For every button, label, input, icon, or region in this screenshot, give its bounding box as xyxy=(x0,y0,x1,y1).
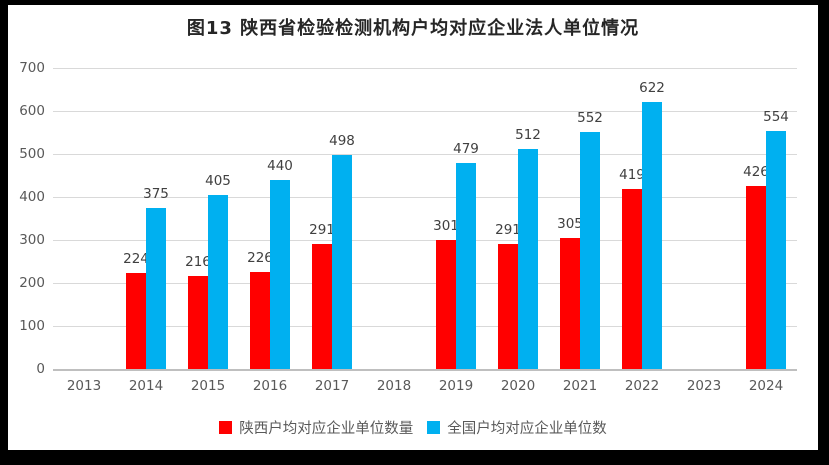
y-tick-label: 200 xyxy=(19,275,45,291)
bar-value-label: 226 xyxy=(247,249,273,266)
bar xyxy=(126,272,146,369)
legend-label: 陕西户均对应企业单位数量 xyxy=(239,421,414,437)
y-tick-label: 300 xyxy=(19,232,45,248)
bar-value-label: 291 xyxy=(495,221,521,238)
bar-value-label: 498 xyxy=(329,132,355,149)
x-tick-label: 2023 xyxy=(686,378,722,394)
legend-item: 陕西户均对应企业单位数量 xyxy=(219,417,413,438)
x-tick-label: 2017 xyxy=(314,378,350,394)
bar-value-label: 301 xyxy=(433,217,459,234)
plot-area: 0 100 200 300 400 500 600 700 2013 2014 224 375 2015… xyxy=(8,5,818,450)
bar xyxy=(580,131,600,369)
bar xyxy=(456,163,476,369)
bar-value-label: 305 xyxy=(557,215,583,232)
bar-value-label: 405 xyxy=(205,172,231,189)
bar-value-label: 426 xyxy=(743,163,769,180)
bar xyxy=(332,154,352,369)
gridline xyxy=(53,197,797,198)
legend-label: 全国户均对应企业单位数 xyxy=(447,421,607,437)
bar-value-label: 554 xyxy=(763,108,789,125)
bar xyxy=(498,243,518,369)
legend-item: 全国户均对应企业单位数 xyxy=(427,417,607,438)
x-tick-label: 2015 xyxy=(190,378,226,394)
legend-swatch xyxy=(427,421,441,434)
bar xyxy=(312,243,332,369)
bar-value-label: 224 xyxy=(123,250,149,267)
bar xyxy=(746,185,766,369)
bar-value-label: 375 xyxy=(143,185,169,202)
x-tick-label: 2016 xyxy=(252,378,288,394)
x-tick-label: 2021 xyxy=(562,378,598,394)
x-tick-label: 2013 xyxy=(66,378,102,394)
bar xyxy=(188,276,208,369)
chart-panel: 图13 陕西省检验检测机构户均对应企业法人单位情况 0 100 200 300 400 5… xyxy=(8,5,818,450)
x-tick-label: 2024 xyxy=(748,378,784,394)
gridline xyxy=(53,111,797,112)
gridline xyxy=(53,283,797,284)
x-tick-label: 2022 xyxy=(624,378,660,394)
bar xyxy=(270,179,290,369)
x-tick-label: 2018 xyxy=(376,378,412,394)
bar xyxy=(250,271,270,369)
bar-value-label: 419 xyxy=(619,166,645,183)
bar xyxy=(436,239,456,369)
y-tick-label: 600 xyxy=(19,103,45,119)
legend: 陕西户均对应企业单位数量 全国户均对应企业单位数 xyxy=(8,417,818,438)
bar xyxy=(622,188,642,369)
bar-value-label: 291 xyxy=(309,221,335,238)
bar xyxy=(146,207,166,369)
gridline xyxy=(53,240,797,241)
gridline xyxy=(53,154,797,155)
bar xyxy=(560,237,580,369)
bar-value-label: 479 xyxy=(453,141,479,158)
y-tick-label: 0 xyxy=(36,361,45,377)
y-tick-label: 700 xyxy=(19,60,45,76)
bar-value-label: 440 xyxy=(267,157,293,174)
bar xyxy=(518,148,538,369)
y-tick-label: 500 xyxy=(19,146,45,162)
bar-value-label: 512 xyxy=(515,126,541,143)
bar-value-label: 216 xyxy=(185,254,211,271)
chart-title: 图13 陕西省检验检测机构户均对应企业法人单位情况 xyxy=(186,18,640,39)
x-tick-label: 2020 xyxy=(500,378,536,394)
bar xyxy=(208,194,228,369)
bar-value-label: 552 xyxy=(577,109,603,126)
bar xyxy=(766,130,786,369)
bar-value-label: 622 xyxy=(639,79,665,96)
y-tick-label: 400 xyxy=(19,189,45,205)
legend-swatch xyxy=(219,421,233,434)
x-tick-label: 2019 xyxy=(438,378,474,394)
gridline xyxy=(53,326,797,327)
y-tick-label: 100 xyxy=(19,318,45,334)
bar xyxy=(642,101,662,369)
x-tick-label: 2014 xyxy=(128,378,164,394)
gridline xyxy=(53,68,797,69)
x-axis-line xyxy=(53,369,797,371)
